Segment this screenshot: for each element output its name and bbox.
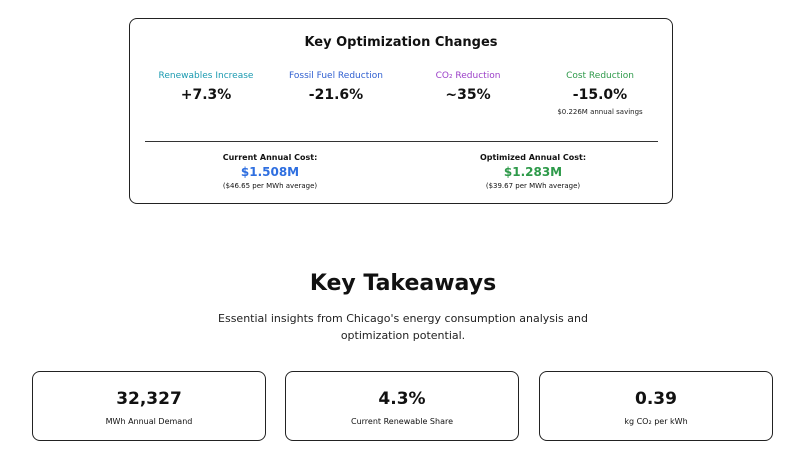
stat-label: Current Renewable Share [351,417,453,426]
stat-card-annual-demand: 32,327 MWh Annual Demand [32,371,266,441]
divider [145,141,658,142]
metric-fossil-fuel-reduction: Fossil Fuel Reduction -21.6% [266,71,406,103]
optimization-card: Key Optimization Changes Renewables Incr… [129,18,673,204]
optimization-title: Key Optimization Changes [304,35,498,50]
metric-subtext: $0.226M annual savings [557,108,643,116]
optimized-cost-label: Optimized Annual Cost: [479,153,587,162]
metric-value: +7.3% [180,87,232,103]
metric-value: -15.0% [572,87,628,103]
takeaways-subtitle: Essential insights from Chicago's energy… [218,312,588,342]
optimized-cost-subtext: ($39.67 per MWh average) [485,182,581,190]
optimized-cost: Optimized Annual Cost: $1.283M ($39.67 p… [433,153,633,190]
optimized-cost-value: $1.283M [503,165,563,179]
stat-label: MWh Annual Demand [105,417,193,426]
metric-label: Fossil Fuel Reduction [289,71,383,81]
metric-cost-reduction: Cost Reduction -15.0% $0.226M annual sav… [530,71,670,116]
current-cost: Current Annual Cost: $1.508M ($46.65 per… [170,153,370,190]
current-cost-subtext: ($46.65 per MWh average) [222,182,318,190]
metric-value: ~35% [445,87,491,103]
metric-co2-reduction: CO₂ Reduction ~35% [398,71,538,103]
stat-card-renewable-share: 4.3% Current Renewable Share [285,371,519,441]
current-cost-label: Current Annual Cost: [222,153,318,162]
metric-value: -21.6% [308,87,364,103]
metric-label: CO₂ Reduction [435,71,501,81]
metric-label: Cost Reduction [566,71,634,81]
stat-value: 0.39 [635,389,677,409]
takeaways-title: Key Takeaways [309,271,497,296]
stat-card-co2-per-kwh: 0.39 kg CO₂ per kWh [539,371,773,441]
metric-renewables-increase: Renewables Increase +7.3% [136,71,276,103]
stat-label: kg CO₂ per kWh [624,417,688,426]
stat-value: 4.3% [378,389,426,409]
current-cost-value: $1.508M [240,165,300,179]
metric-label: Renewables Increase [158,71,254,81]
stat-value: 32,327 [116,389,182,409]
